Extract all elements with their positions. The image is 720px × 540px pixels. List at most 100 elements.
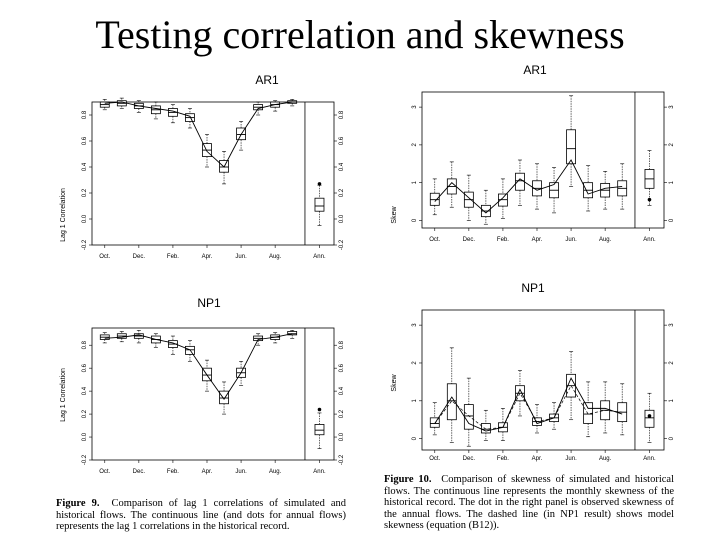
y-tick-label-right: 0.6: [339, 136, 345, 145]
chart-corr-ar1: AR1 Lag 1 Correlation -0.2 -0.2 0.0 0.0 0.2 0…: [60, 73, 345, 260]
y-tick-label-right: 0.8: [339, 340, 345, 349]
month-box: [463, 377, 474, 447]
figure-9-text: Comparison of lag 1 correlations of simu…: [56, 498, 347, 532]
y-axis-label: Lag 1 Correlation: [60, 188, 67, 242]
box: [644, 409, 655, 428]
x-tick-label: Aug.: [269, 469, 282, 475]
y-tick-label-right: 1: [669, 180, 675, 184]
annual-box: [644, 392, 655, 443]
month-box: [219, 381, 229, 415]
box: [480, 423, 491, 434]
y-tick-label-right: 0.4: [339, 162, 345, 171]
y-tick-label-right: -0.2: [339, 239, 345, 250]
y-tick-label: 0.2: [82, 188, 88, 197]
month-box: [583, 165, 594, 212]
month-box: [429, 402, 440, 436]
month-box: [583, 381, 594, 438]
y-tick-label: -0.2: [82, 454, 88, 465]
month-box: [150, 101, 161, 120]
month-box: [463, 174, 474, 221]
month-box: [219, 151, 229, 185]
annual-box: [314, 184, 325, 226]
historical-line: [104, 101, 293, 168]
x-tick-label: Ann.: [643, 237, 656, 243]
annual-box: [644, 150, 655, 206]
y-tick-label-right: 3: [669, 105, 675, 109]
x-tick-label: Dec.: [463, 237, 476, 243]
x-tick-label: Dec.: [133, 254, 146, 260]
figure-9-caption: Figure 9. Comparison of lag 1 correlatio…: [56, 498, 346, 533]
y-tick-label-right: 0.0: [339, 432, 345, 441]
y-tick-label: 0.8: [82, 110, 88, 119]
x-tick-label: Jun.: [565, 456, 577, 462]
historical-line: [434, 159, 623, 214]
y-tick-label-right: -0.2: [339, 454, 345, 465]
y-tick-label: 2: [412, 361, 418, 365]
month-box: [480, 189, 491, 225]
month-box: [150, 333, 161, 348]
box: [314, 197, 325, 212]
month-box: [549, 167, 559, 214]
x-tick-label: Aug.: [599, 456, 612, 462]
y-tick-label-right: 0: [669, 436, 675, 440]
x-tick-label: Apr.: [532, 456, 543, 462]
x-tick-label: Oct.: [429, 456, 440, 462]
x-tick-label: Feb.: [167, 254, 179, 260]
y-tick-label: 0.0: [82, 432, 88, 441]
box: [463, 404, 474, 430]
month-box: [287, 329, 298, 339]
y-tick-label: 0.0: [82, 214, 88, 223]
month-box: [532, 163, 542, 210]
y-tick-label: 0.6: [82, 136, 88, 145]
x-tick-label: Oct.: [429, 237, 440, 243]
y-tick-label-right: 0.6: [339, 363, 345, 372]
y-tick-label: 0.8: [82, 340, 88, 349]
y-tick-label-right: 1: [669, 398, 675, 402]
x-tick-label: Jun.: [235, 254, 247, 260]
box: [429, 417, 440, 428]
annual-historical-dot: [317, 182, 322, 186]
chart-title: AR1: [523, 63, 547, 77]
month-box: [566, 95, 576, 187]
figure-9-label: Figure 9.: [56, 498, 100, 509]
month-box: [549, 402, 559, 430]
historical-line: [104, 333, 293, 400]
month-box: [446, 161, 457, 208]
box: [566, 129, 576, 165]
x-tick-label: Feb.: [497, 237, 509, 243]
month-box: [99, 99, 110, 111]
figure-10-label: Figure 10.: [384, 474, 432, 485]
chart-skew-ar1: AR1 Skew 0 0 1 1 2 2 3 3 Oct. Dec. Feb. Apr. Jun. Aug…: [391, 63, 675, 243]
plot-frame: [91, 101, 335, 246]
month-box: [236, 121, 246, 151]
y-tick-label-right: 3: [669, 323, 675, 327]
x-tick-label: Feb.: [497, 456, 509, 462]
month-box: [480, 409, 491, 441]
x-tick-label: Ann.: [313, 469, 326, 475]
month-box: [202, 134, 212, 168]
annual-box: [314, 412, 325, 449]
box: [446, 383, 457, 421]
historical-line: [434, 377, 623, 432]
y-axis-label: Skew: [391, 374, 398, 392]
y-tick-label: 1: [412, 180, 418, 184]
month-box: [600, 381, 611, 434]
x-tick-label: Jun.: [565, 237, 577, 243]
month-box: [532, 404, 542, 434]
x-tick-label: Ann.: [313, 254, 326, 260]
month-box: [133, 329, 144, 344]
chart-title: NP1: [521, 281, 545, 295]
figure-10-caption: Figure 10. Comparison of skewness of sim…: [384, 474, 674, 532]
y-tick-label-right: 0.2: [339, 188, 345, 197]
chart-skew-np1: NP1 Skew 0 0 1 1 2 2 3 3 Oct. Dec. Feb. Apr. Jun. Aug…: [391, 281, 675, 462]
model-skew-line: [434, 384, 623, 430]
x-tick-label: Dec.: [133, 469, 146, 475]
y-tick-label: 1: [412, 398, 418, 402]
chart-title: NP1: [197, 296, 221, 310]
annual-historical-dot: [647, 197, 652, 202]
x-tick-label: Aug.: [599, 237, 612, 243]
x-tick-label: Feb.: [167, 469, 179, 475]
x-tick-label: Ann.: [643, 456, 656, 462]
month-box: [498, 178, 508, 219]
month-box: [185, 108, 195, 129]
